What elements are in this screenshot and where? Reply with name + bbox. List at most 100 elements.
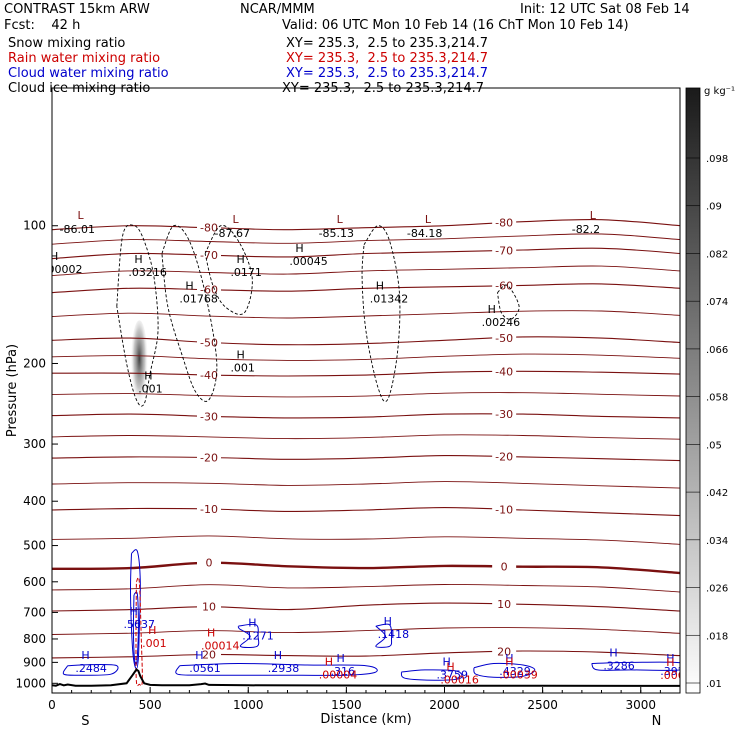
y-tick-label: 500 bbox=[23, 539, 46, 553]
y-tick-label: 300 bbox=[23, 437, 46, 451]
high-marker: H bbox=[236, 348, 244, 361]
isotherm-label: -40 bbox=[495, 366, 513, 379]
isotherm-line bbox=[52, 392, 680, 398]
low-value-label: -87.67 bbox=[215, 227, 250, 240]
cloud-water-contour bbox=[400, 669, 463, 681]
x-tick-label: 2500 bbox=[527, 698, 558, 712]
isotherm-label-bg bbox=[197, 555, 221, 569]
low-marker: L bbox=[590, 209, 597, 222]
isotherm-line bbox=[52, 283, 680, 294]
high-marker: H bbox=[488, 303, 496, 316]
isotherm-line bbox=[52, 602, 680, 612]
isotherm-label: -30 bbox=[495, 408, 513, 421]
plot-frame bbox=[51, 87, 681, 694]
high-value-label: .4329 bbox=[499, 665, 531, 678]
isotherm-line bbox=[52, 455, 680, 462]
isotherm-label: -30 bbox=[200, 410, 218, 423]
isotherm-line bbox=[52, 265, 680, 277]
isotherm-line bbox=[52, 434, 680, 440]
high-marker: H bbox=[129, 605, 137, 618]
terrain-line bbox=[52, 668, 680, 687]
high-value-label: .1418 bbox=[378, 628, 410, 641]
colorbar-tick-label: .058 bbox=[706, 393, 728, 404]
colorbar-tick-label: .074 bbox=[706, 297, 728, 308]
colorbar-tick-label: .026 bbox=[706, 584, 728, 595]
high-marker: H bbox=[144, 370, 152, 383]
x-axis-label: Distance (km) bbox=[320, 712, 411, 727]
y-axis-label: Pressure (hPa) bbox=[5, 344, 20, 437]
colorbar-tick-label: .098 bbox=[706, 154, 728, 165]
high-value-label: .0171 bbox=[230, 266, 262, 279]
isotherm-line bbox=[52, 247, 680, 260]
y-tick-label: 800 bbox=[23, 632, 46, 646]
high-marker: H bbox=[505, 652, 513, 665]
field-ice-xy: XY= 235.3, 2.5 to 235.3,214.7 bbox=[282, 81, 485, 96]
isotherm-label-bg bbox=[492, 330, 517, 344]
isotherm-label-bg bbox=[197, 409, 221, 423]
high-value-label: .001 bbox=[138, 383, 163, 396]
high-value-label: .00045 bbox=[289, 255, 328, 268]
isotherm-line bbox=[52, 370, 680, 377]
ice-contour bbox=[361, 225, 401, 403]
isotherm-label: -20 bbox=[200, 451, 218, 464]
cloud-water-contour bbox=[132, 591, 139, 666]
low-value-label: -86.01 bbox=[60, 223, 95, 236]
high-value-label: .00246 bbox=[482, 316, 521, 329]
low-marker: L bbox=[425, 213, 432, 226]
high-value-label: .2938 bbox=[268, 662, 300, 675]
isotherm-label: -10 bbox=[200, 503, 218, 516]
high-marker: H bbox=[384, 615, 392, 628]
rain-water-contour bbox=[135, 577, 143, 687]
colorbar bbox=[685, 87, 701, 694]
x-end-label-north: N bbox=[652, 714, 662, 729]
cloud-water-contour bbox=[129, 549, 141, 670]
x-tick-label: 1500 bbox=[331, 698, 362, 712]
high-value-label: .006 bbox=[660, 669, 685, 682]
high-marker: H bbox=[207, 626, 215, 639]
field-ice-name: Cloud ice mixing ratio bbox=[8, 81, 151, 96]
y-tick-label: 400 bbox=[23, 494, 46, 508]
colorbar-tick-label: .018 bbox=[706, 631, 728, 642]
field-rain-name: Rain water mixing ratio bbox=[8, 51, 161, 66]
isotherm-label: -60 bbox=[200, 284, 218, 297]
high-value-label: .00039 bbox=[499, 669, 538, 682]
isotherm-line bbox=[52, 336, 680, 346]
isotherm-label: -20 bbox=[495, 451, 513, 464]
isotherm-label: 10 bbox=[497, 598, 511, 611]
isotherm-label: -60 bbox=[495, 280, 513, 293]
colorbar-tick-label: .066 bbox=[706, 345, 728, 356]
high-marker: H bbox=[666, 656, 674, 669]
isotherm-label-bg bbox=[492, 407, 517, 421]
high-marker: H bbox=[295, 242, 303, 255]
x-tick-label: 500 bbox=[139, 698, 162, 712]
high-marker: H bbox=[248, 616, 256, 629]
high-value-label: .00016 bbox=[440, 673, 479, 686]
low-marker: L bbox=[233, 213, 240, 226]
snow-shading bbox=[130, 320, 149, 417]
y-tick-label: 100 bbox=[23, 219, 46, 233]
isotherm-line bbox=[52, 353, 680, 361]
isotherm-label: -70 bbox=[200, 249, 218, 262]
isotherm-label: -70 bbox=[495, 244, 513, 257]
ice-contour bbox=[204, 224, 253, 315]
high-value-label: .001 bbox=[142, 637, 167, 650]
isotherm-label: -50 bbox=[495, 332, 513, 345]
isotherm-label-bg bbox=[492, 644, 517, 658]
cloud-water-contour bbox=[375, 623, 393, 648]
isotherm-label: 20 bbox=[202, 648, 216, 661]
isotherm-label: 0 bbox=[501, 560, 508, 573]
high-marker: H bbox=[81, 649, 89, 662]
low-value-label: -82.2 bbox=[572, 223, 600, 236]
isotherm-label-bg bbox=[197, 599, 221, 613]
isotherm-line bbox=[52, 219, 680, 231]
high-marker: H bbox=[274, 649, 282, 662]
high-value-label: .03216 bbox=[128, 266, 167, 279]
isotherm-label: -40 bbox=[200, 369, 218, 382]
cloud-water-contour bbox=[237, 623, 260, 648]
colorbar-tick-label: .05 bbox=[706, 440, 722, 451]
isotherm-label-bg bbox=[492, 449, 517, 463]
ice-contour bbox=[116, 224, 159, 407]
isotherm-label-bg bbox=[492, 215, 517, 229]
high-value-label: .2484 bbox=[75, 662, 107, 675]
high-value-label: .00004 bbox=[319, 669, 358, 682]
